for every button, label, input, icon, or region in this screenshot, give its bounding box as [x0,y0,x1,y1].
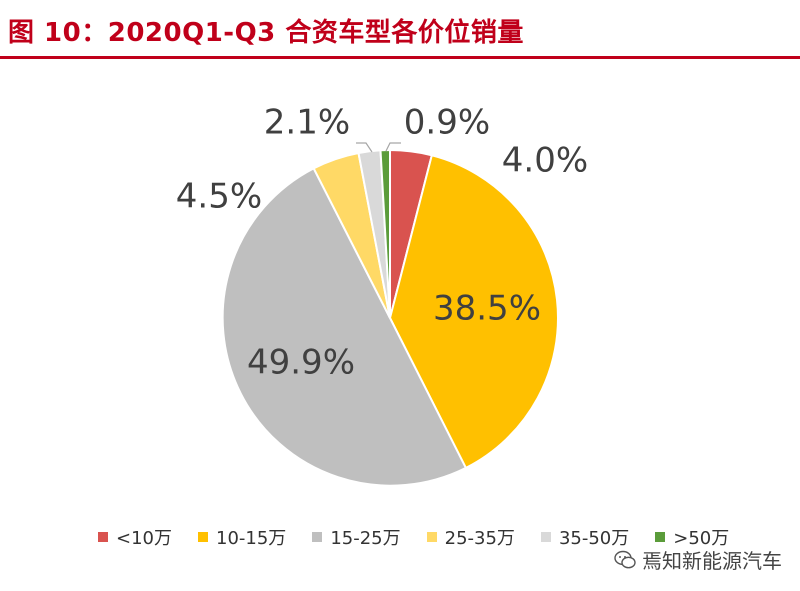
legend-label: >50万 [673,528,730,549]
leader-lines [356,142,401,153]
legend-label: 15-25万 [330,528,401,549]
data-labels: 4.0% 38.5% 49.9% 4.5%2.1% 0.9% [176,103,588,383]
legend-item-6: >50万 [655,524,729,550]
title-underline [0,56,800,59]
legend-item-4: 25-35万 [426,524,515,550]
legend-swatch [655,532,666,542]
legend-swatch [312,532,323,542]
chart-legend: <10万 10-15万 15-25万 25-35万 35-50万 >50万 [98,524,729,550]
pie-slices [221,148,559,487]
leader-line-6 [385,142,401,152]
legend-swatch [98,532,108,542]
pie-slice-2 [388,154,559,470]
legend-item-5: 35-50万 [540,524,630,550]
pie-slice-3 [221,166,468,487]
data-label-3: 49.9% [247,343,355,383]
data-label-2: 38.5% [433,289,541,329]
pie-slice-6 [379,148,391,319]
data-label-4: 4.5% [176,177,262,217]
watermark: 焉知新能源汽车 [614,545,782,574]
legend-swatch [540,532,551,542]
legend-item-2: 10-15万 [198,524,286,550]
legend-label: 10-15万 [216,528,287,549]
leader-line-5 [356,142,373,153]
data-label-5: 2.1% [264,103,350,143]
wechat-icon [614,550,636,568]
legend-item-3: 15-25万 [312,524,401,550]
legend-swatch [198,532,208,542]
data-label-6: 0.9% [404,103,490,143]
data-label-1: 4.0% [502,141,588,181]
legend-swatch [426,532,437,542]
legend-label: 25-35万 [444,528,515,549]
chart-title: 图 10：2020Q1-Q3 合资车型各价位销量 [8,18,524,48]
legend-item-1: <10万 [98,524,172,550]
legend-label: 35-50万 [558,528,630,549]
legend-label: <10万 [116,528,172,549]
watermark-text: 焉知新能源汽车 [642,549,782,573]
